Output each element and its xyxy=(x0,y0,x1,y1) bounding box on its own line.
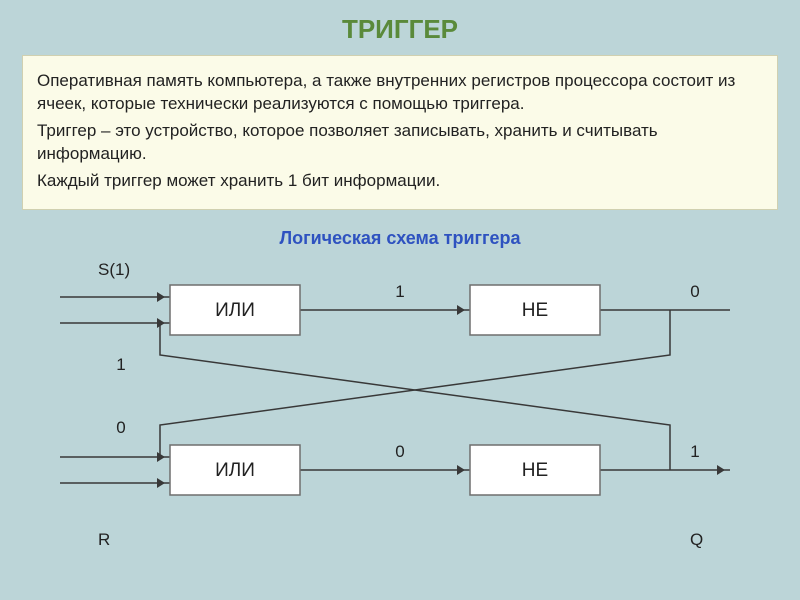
gate-label-or1: ИЛИ xyxy=(215,300,255,321)
signal-label: 0 xyxy=(116,418,125,437)
gate-label-or2: ИЛИ xyxy=(215,460,255,481)
signal-label: S(1) xyxy=(98,260,130,279)
paragraph-3: Каждый триггер может хранить 1 бит инфор… xyxy=(37,170,763,193)
gate-label-not2: НЕ xyxy=(522,460,548,481)
signal-label: R xyxy=(98,530,110,549)
signal-label: 1 xyxy=(116,355,125,374)
paragraph-1: Оперативная память компьютера, а также в… xyxy=(37,70,763,116)
signal-label: 1 xyxy=(690,442,699,461)
signal-label: 0 xyxy=(395,442,404,461)
gate-label-not1: НЕ xyxy=(522,300,548,321)
trigger-diagram: ИЛИ НЕ ИЛИ НЕ S(1) 1 0 1 0 0 1 R Q xyxy=(0,255,800,585)
page-title: ТРИГГЕР xyxy=(0,0,800,55)
signal-label: 1 xyxy=(395,282,404,301)
description-box: Оперативная память компьютера, а также в… xyxy=(22,55,778,210)
paragraph-2: Триггер – это устройство, которое позвол… xyxy=(37,120,763,166)
signal-label: Q xyxy=(690,530,703,549)
signal-label: 0 xyxy=(690,282,699,301)
diagram-title: Логическая схема триггера xyxy=(0,228,800,249)
